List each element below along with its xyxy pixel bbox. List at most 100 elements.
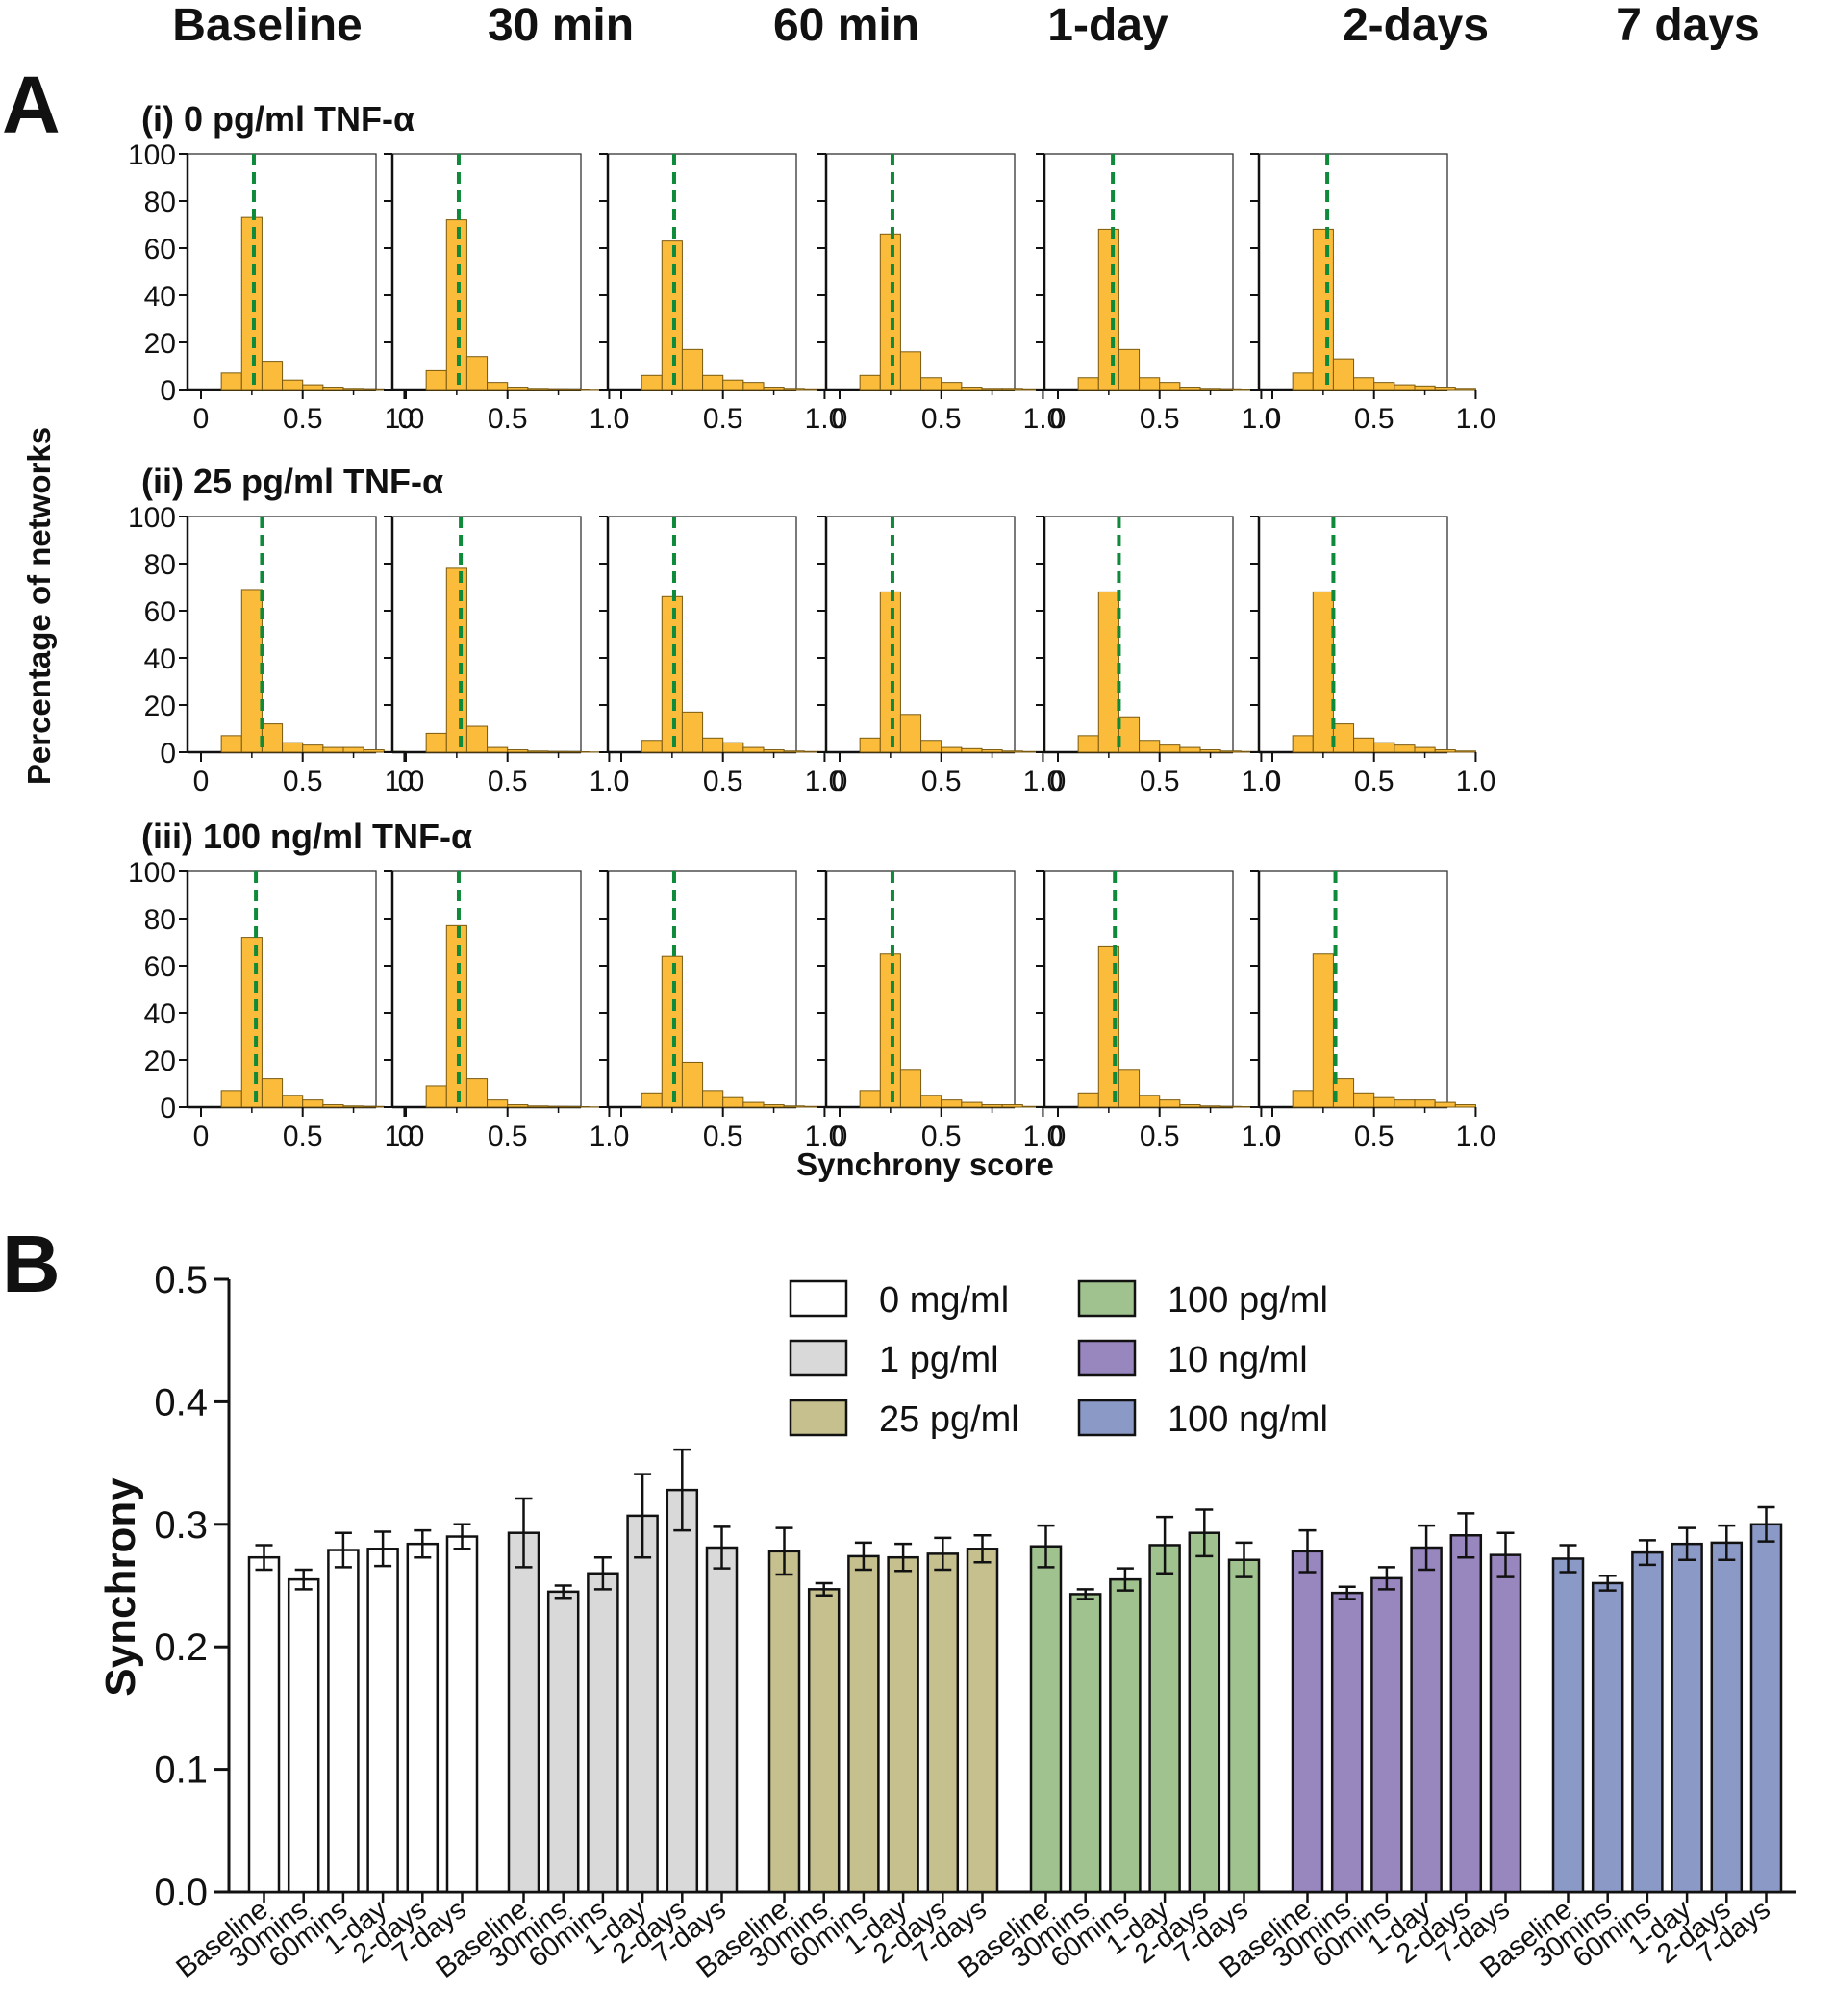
column-header-1: 30 min (488, 0, 634, 51)
x-tick-label: 0.5 (1140, 766, 1180, 797)
y-tick-label: 0.5 (154, 1259, 208, 1301)
histogram-bar (507, 387, 529, 391)
x-tick-label: 0.5 (488, 403, 528, 435)
histogram-bar (763, 1104, 785, 1108)
y-tick-label: 0.1 (154, 1750, 208, 1792)
histogram-bar (322, 746, 344, 753)
histogram-r0-c4: 0 0.5 1.0 (1036, 153, 1281, 435)
y-tick-label: 40 (144, 281, 176, 313)
histogram-r2-c2: 0 0.5 1.0 (599, 870, 845, 1152)
histogram-bar (1199, 388, 1221, 391)
legend-item-0: 0 mg/ml (789, 1279, 1009, 1321)
histogram-bar (363, 388, 385, 391)
histogram-bar (961, 387, 983, 391)
histogram-bar (342, 388, 364, 391)
x-tick-label: 0.5 (1140, 1121, 1180, 1152)
histogram-bar (941, 382, 963, 391)
x-tick-label: 0 (614, 1121, 630, 1152)
histogram-bar (261, 723, 284, 753)
histogram-bar (487, 382, 509, 391)
bar (1109, 1577, 1142, 1894)
legend-item-1: 1 pg/ml (789, 1339, 999, 1380)
x-tick-label: 1.0 (805, 766, 845, 797)
bar (1068, 1593, 1102, 1894)
plot-frame (391, 153, 582, 391)
bar (626, 1514, 659, 1894)
bar (445, 1535, 479, 1894)
histogram-bar (1414, 1099, 1436, 1108)
y-axis-label: Percentage of networks (21, 427, 57, 785)
bar (1410, 1546, 1443, 1894)
x-tick-label: 1.0 (805, 1121, 845, 1152)
y-tick-label: 20 (144, 328, 176, 360)
row-title-0: (i) 0 pg/ml TNF-α (141, 99, 415, 139)
x-tick-label: 1.0 (385, 1121, 425, 1152)
legend-swatch (789, 1279, 848, 1318)
histogram-bar (1373, 382, 1395, 391)
histogram-bar (1118, 1069, 1141, 1108)
histogram-bar (465, 1078, 489, 1108)
y-tick-label: 60 (144, 951, 176, 983)
x-tick-label: 0 (1050, 403, 1067, 435)
y-tick-label: 40 (144, 643, 176, 675)
histogram-bar (507, 1104, 529, 1108)
bar (1370, 1576, 1403, 1894)
histogram-bar (342, 746, 364, 753)
histogram-bar (1219, 1105, 1242, 1108)
bar (1227, 1558, 1261, 1894)
legend-item-2: 25 pg/ml (789, 1399, 1019, 1440)
panel-b: B 0.0 0.1 0.2 0.3 0.4 0.5 Synchrony Baseline30mi… (2, 1219, 1796, 1984)
histogram-bar (220, 372, 242, 391)
bar (807, 1588, 841, 1894)
y-tick-label: 0.4 (154, 1381, 208, 1424)
column-header-0: Baseline (172, 0, 362, 51)
histogram-bar (641, 374, 663, 391)
x-tick-label: 1.0 (1023, 1121, 1064, 1152)
histogram-bar (661, 595, 683, 753)
x-tick-label: 0 (614, 766, 630, 797)
row-title-2: (iii) 100 ng/ml TNF-α (141, 817, 472, 856)
panel-label-a: A (2, 60, 61, 150)
legend-swatch (1077, 1399, 1137, 1437)
histogram-bar (1292, 1090, 1314, 1108)
histogram-bar (661, 955, 683, 1108)
histogram-bar (763, 387, 785, 391)
x-tick-label: 0 (193, 1121, 210, 1152)
x-tick-label: 0.5 (921, 1121, 962, 1152)
histogram-r2-c4: 0 0.5 1.0 (1036, 870, 1282, 1152)
bar (1330, 1591, 1364, 1894)
x-tick-label: 1.0 (1456, 403, 1496, 435)
x-axis-label: Synchrony score (796, 1147, 1054, 1182)
histogram-r1-c1: 0 0.5 1.0 (384, 516, 629, 797)
x-tick-label: 0.5 (703, 766, 743, 797)
x-tick-label: 0.5 (703, 403, 743, 435)
bar (1489, 1553, 1522, 1894)
y-tick-label: 20 (144, 691, 176, 722)
x-tick-label: 0.5 (1354, 403, 1394, 435)
x-tick-label: 0.5 (1354, 766, 1394, 797)
histogram-bar (363, 1105, 385, 1108)
bar (327, 1549, 360, 1894)
bar (1291, 1550, 1324, 1894)
histogram-bar (661, 240, 683, 391)
histogram-bar (240, 216, 263, 391)
histogram-bar (681, 348, 704, 391)
histogram-bar (1219, 750, 1242, 753)
histogram-bar (527, 388, 549, 391)
histogram-bar (641, 740, 663, 753)
bar (1749, 1523, 1783, 1894)
x-tick-label: 1.0 (1023, 403, 1064, 435)
plot-frame (1258, 870, 1448, 1108)
legend-swatch (789, 1399, 848, 1437)
x-tick-label: 1.0 (1242, 1121, 1282, 1152)
y-tick-label: 80 (144, 904, 176, 936)
row-title-1: (ii) 25 pg/ml TNF-α (141, 462, 443, 501)
x-tick-label: 0 (193, 766, 210, 797)
x-tick-label: 0 (1265, 1121, 1281, 1152)
histogram-bar (425, 732, 447, 753)
histogram-bar (240, 589, 263, 753)
histogram-bar (547, 750, 569, 753)
legend-label: 1 pg/ml (879, 1340, 999, 1380)
histogram-bar (1454, 750, 1476, 753)
histogram-bar (240, 937, 263, 1108)
